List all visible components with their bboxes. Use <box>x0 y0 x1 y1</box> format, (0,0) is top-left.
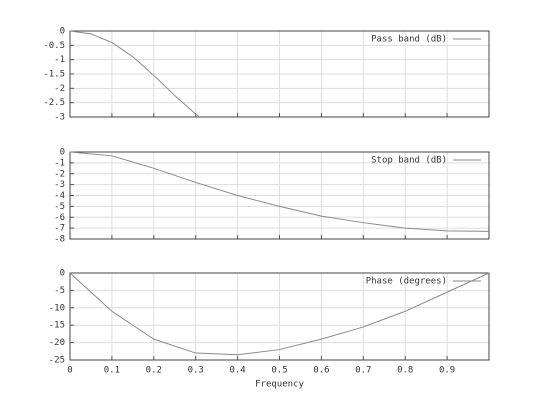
y-tick-label: -8 <box>54 235 65 245</box>
x-tick-label: 0.4 <box>229 366 245 376</box>
x-tick-label: 0.1 <box>104 366 120 376</box>
y-tick-label: 0 <box>60 148 65 158</box>
x-tick-label: 0.3 <box>188 366 204 376</box>
y-tick-label: -2 <box>54 84 65 94</box>
legend-label: Stop band (dB) <box>371 156 447 166</box>
legend-label: Phase (degrees) <box>366 277 447 287</box>
y-tick-label: -2 <box>54 169 65 179</box>
y-tick-label: -15 <box>49 321 65 331</box>
y-tick-label: -25 <box>49 356 65 366</box>
y-tick-label: -4 <box>54 191 65 201</box>
y-tick-label: -7 <box>54 224 65 234</box>
y-tick-label: -1 <box>54 158 65 168</box>
y-tick-label: -1 <box>54 55 65 65</box>
y-tick-label: 0 <box>60 269 65 279</box>
series-line <box>69 151 490 232</box>
x-tick-label: 0 <box>67 366 72 376</box>
x-tick-label: 0.6 <box>313 366 329 376</box>
y-tick-label: 0 <box>60 27 65 37</box>
y-tick-label: -6 <box>54 213 65 223</box>
y-tick-label: -2.5 <box>43 98 65 108</box>
y-tick-label: -3 <box>54 113 65 123</box>
y-tick-label: -5 <box>54 202 65 212</box>
x-tick-label: 0.9 <box>439 366 455 376</box>
plot-frame <box>69 272 490 361</box>
x-tick-label: 0.7 <box>355 366 371 376</box>
y-tick-label: -1.5 <box>43 70 65 80</box>
x-tick-label: 0.5 <box>271 366 287 376</box>
y-tick-label: -3 <box>54 180 65 190</box>
plot-frame <box>69 151 490 240</box>
y-tick-label: -10 <box>49 303 65 313</box>
plot-frame <box>69 30 490 118</box>
legend-label: Pass band (dB) <box>371 35 447 45</box>
x-tick-label: 0.8 <box>397 366 413 376</box>
x-axis-label: Frequency <box>255 380 304 390</box>
series-line <box>69 30 201 118</box>
y-tick-label: -0.5 <box>43 41 65 51</box>
y-tick-label: -5 <box>54 286 65 296</box>
series-line <box>69 272 490 356</box>
x-tick-label: 0.2 <box>146 366 162 376</box>
y-tick-label: -20 <box>49 338 65 348</box>
